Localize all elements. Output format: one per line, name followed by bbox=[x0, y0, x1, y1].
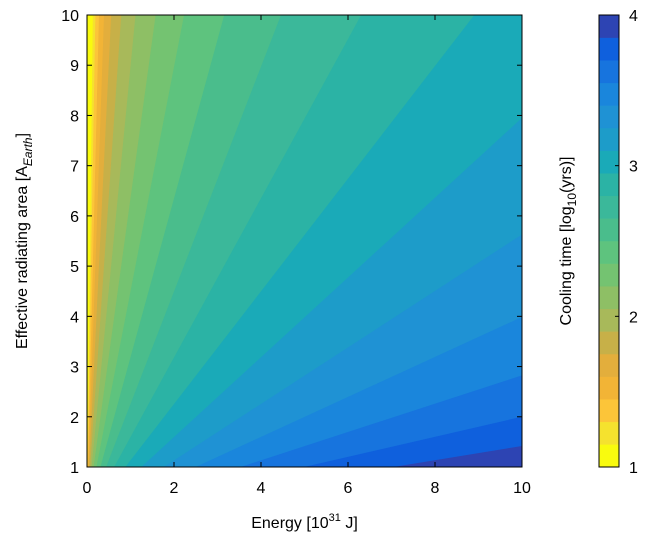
colorbar-frame bbox=[598, 14, 620, 468]
y-axis-title: Effective radiating area [AEarth] bbox=[14, 133, 35, 349]
y-tick-label: 8 bbox=[70, 108, 79, 125]
colorbar-segment bbox=[598, 240, 620, 264]
y-tick-label: 2 bbox=[70, 410, 79, 427]
x-tick-label: 6 bbox=[344, 480, 353, 497]
y-tick-label: 10 bbox=[61, 8, 79, 25]
contour-band bbox=[100, 15, 282, 467]
colorbar-tick-label: 4 bbox=[629, 8, 638, 25]
colorbar-segment bbox=[598, 150, 620, 174]
colorbar-tick-label: 1 bbox=[629, 460, 638, 477]
colorbar-tick-label: 2 bbox=[629, 309, 638, 326]
contour-band bbox=[125, 15, 522, 467]
y-tick-label: 3 bbox=[70, 360, 79, 377]
colorbar-title: Cooling time [log10(yrs)] bbox=[558, 157, 579, 326]
plot-frame bbox=[86, 14, 523, 468]
contour-band bbox=[93, 15, 185, 467]
y-tick-label: 7 bbox=[70, 159, 79, 176]
contour-band bbox=[521, 466, 522, 467]
colorbar-segment bbox=[598, 263, 620, 287]
y-tick-label: 1 bbox=[70, 460, 79, 477]
contour-band bbox=[96, 15, 225, 467]
y-tick-label: 5 bbox=[70, 259, 79, 276]
y-axis: 1 2 3 4 5 6 7 8 9 10 bbox=[61, 8, 522, 477]
colorbar-segment bbox=[598, 127, 620, 151]
colorbar-segment bbox=[598, 105, 620, 129]
x-tick-label: 8 bbox=[431, 480, 440, 497]
x-axis: 0 2 4 6 8 10 bbox=[83, 15, 531, 497]
x-tick-label: 10 bbox=[513, 480, 531, 497]
colorbar-segment bbox=[598, 376, 620, 400]
y-tick-label: 4 bbox=[70, 309, 79, 326]
y-tick-label: 6 bbox=[70, 209, 79, 226]
colorbar-segment bbox=[598, 195, 620, 219]
y-tick-label: 9 bbox=[70, 58, 79, 75]
colorbar-segment bbox=[598, 59, 620, 84]
colorbar-segment bbox=[598, 308, 620, 332]
x-tick-label: 0 bbox=[83, 480, 92, 497]
contour-band bbox=[163, 234, 522, 467]
contour-band bbox=[394, 445, 522, 467]
colorbar-segment bbox=[598, 444, 620, 468]
colorbar-segment bbox=[598, 172, 620, 197]
colorbar-segment bbox=[598, 353, 620, 377]
colorbar-segment bbox=[598, 37, 620, 61]
colorbar-segment bbox=[598, 398, 620, 423]
colorbar-segment bbox=[598, 285, 620, 310]
contour-band bbox=[106, 15, 362, 467]
colorbar-segment bbox=[598, 331, 620, 355]
contour-band bbox=[241, 375, 522, 467]
x-tick-label: 2 bbox=[170, 480, 179, 497]
contour-fill bbox=[87, 15, 522, 467]
colorbar-segment bbox=[598, 14, 620, 38]
contour-band bbox=[196, 316, 522, 467]
contour-band bbox=[90, 15, 137, 467]
colorbar-segment bbox=[598, 82, 620, 106]
x-axis-title: Energy [1031 J] bbox=[251, 512, 358, 532]
contour-band bbox=[304, 416, 522, 467]
colorbar-tick-label: 3 bbox=[629, 159, 638, 176]
contour-band bbox=[114, 15, 476, 467]
x-tick-label: 4 bbox=[257, 480, 266, 497]
contour-band bbox=[91, 15, 157, 467]
colorbar-segment bbox=[598, 421, 620, 445]
colorbar: 1 2 3 4 bbox=[598, 8, 638, 477]
colorbar-segment bbox=[598, 218, 620, 242]
contour-band bbox=[141, 117, 522, 467]
